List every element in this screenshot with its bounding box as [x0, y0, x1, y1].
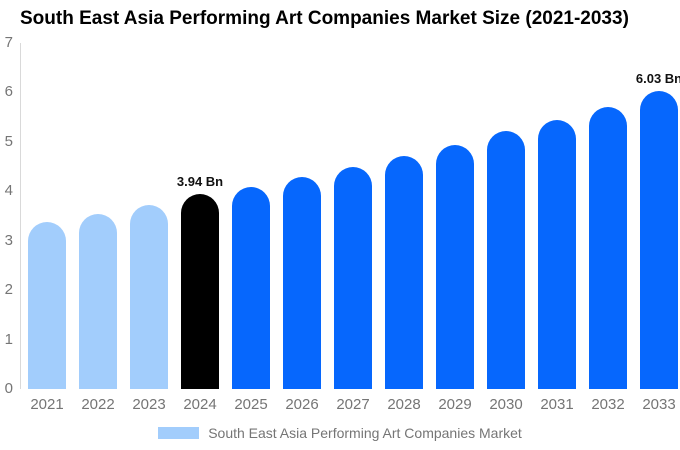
x-tick-label-2032: 2032 [591, 396, 625, 413]
x-tick-label-2031: 2031 [540, 396, 574, 413]
x-tick-label-2023: 2023 [132, 396, 166, 413]
bar-2029 [436, 145, 474, 389]
bar-column-2032: 2032 [589, 107, 627, 413]
y-tick-label: 0 [4, 380, 13, 397]
bar-2024 [181, 194, 219, 389]
bar-column-2033: 6.03 Bn 2033 [636, 71, 680, 413]
bar-2031 [538, 120, 576, 389]
bar-column-2021: 2021 [28, 222, 66, 413]
x-tick-label-2026: 2026 [285, 396, 319, 413]
x-tick-label-2033: 2033 [642, 396, 676, 413]
legend-swatch [158, 427, 200, 439]
plot-area [20, 43, 680, 389]
bar-column-2025: 2025 [232, 186, 270, 413]
bar-2021 [28, 222, 66, 389]
bar-2032 [589, 107, 627, 389]
bar-column-2030: 2030 [487, 131, 525, 413]
x-tick-label-2021: 2021 [30, 396, 64, 413]
legend: South East Asia Performing Art Companies… [0, 425, 680, 441]
bar-column-2027: 2027 [334, 166, 372, 413]
x-tick-label-2025: 2025 [234, 396, 268, 413]
bar-2025 [232, 186, 270, 389]
bar-column-2029: 2029 [436, 145, 474, 413]
bar-column-2028: 2028 [385, 155, 423, 413]
value-label-2024: 3.94 Bn [176, 174, 224, 190]
bar-column-2031: 2031 [538, 120, 576, 413]
y-tick-label: 1 [4, 330, 13, 348]
x-tick-label-2029: 2029 [438, 396, 472, 413]
x-tick-label-2024: 2024 [183, 396, 217, 413]
bar-2033 [640, 90, 678, 389]
bar-column-2026: 2026 [283, 177, 321, 413]
bar-2027 [334, 166, 372, 389]
bars-row: 2021 2022 2023 3.94 Bn 2024 2025 2026 2027 2028 2… [21, 43, 680, 413]
chart-title: South East Asia Performing Art Companies… [20, 8, 629, 29]
bar-column-2024: 3.94 Bn 2024 [177, 174, 223, 413]
x-tick-label-2027: 2027 [336, 396, 370, 413]
bar-column-2023: 2023 [130, 204, 168, 413]
bar-2022 [79, 213, 117, 389]
bar-2026 [283, 177, 321, 389]
y-tick-label: 2 [4, 281, 13, 299]
bar-2023 [130, 204, 168, 389]
y-tick-label: 5 [4, 132, 13, 150]
y-tick-label: 7 [4, 34, 13, 51]
bar-2030 [487, 131, 525, 389]
x-tick-label-2022: 2022 [81, 396, 115, 413]
x-tick-label-2028: 2028 [387, 396, 421, 413]
bar-column-2022: 2022 [79, 213, 117, 413]
y-tick-label: 4 [4, 182, 13, 200]
x-tick-label-2030: 2030 [489, 396, 523, 413]
y-tick-label: 3 [4, 231, 13, 249]
legend-label: South East Asia Performing Art Companies… [208, 425, 522, 441]
value-label-2033: 6.03 Bn [635, 70, 680, 86]
y-tick-label: 6 [4, 83, 13, 101]
bar-2028 [385, 155, 423, 389]
